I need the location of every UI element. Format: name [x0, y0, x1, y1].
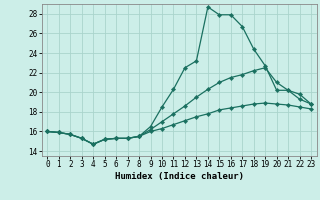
- X-axis label: Humidex (Indice chaleur): Humidex (Indice chaleur): [115, 172, 244, 181]
